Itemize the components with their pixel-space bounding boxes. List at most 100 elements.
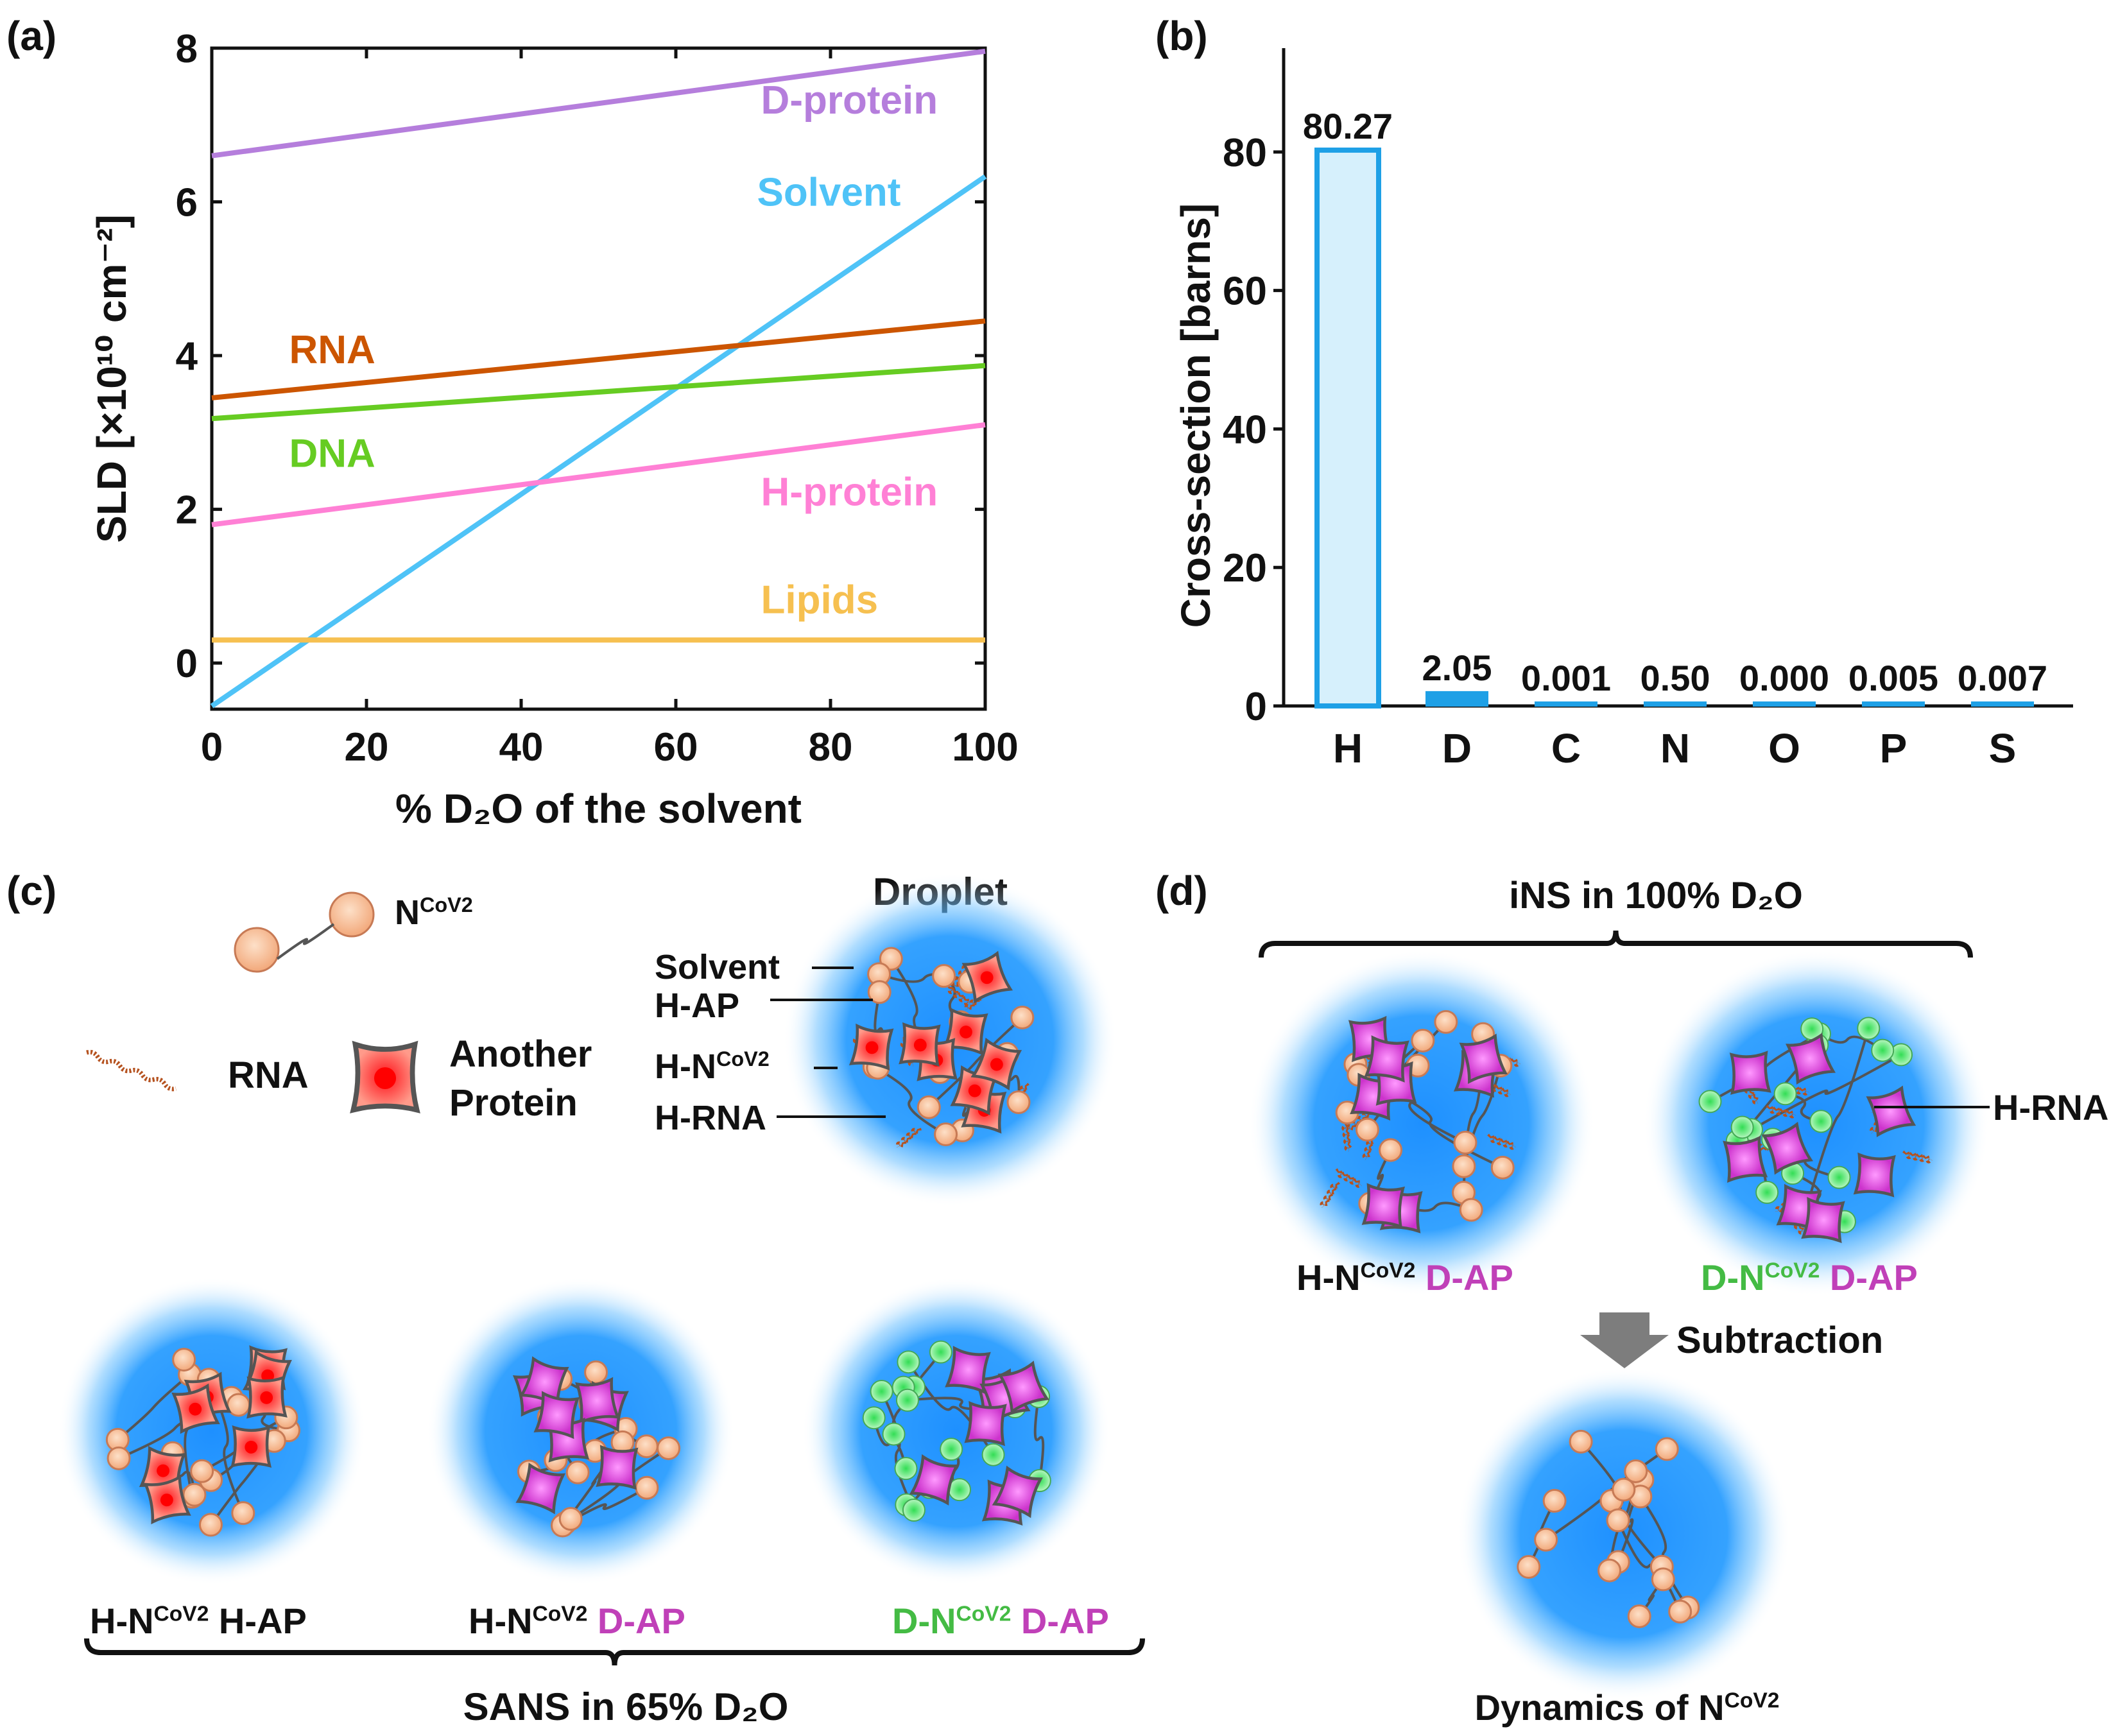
ins-caption-1-part: CoV2: [1361, 1259, 1416, 1282]
protein-shape: [997, 1361, 1050, 1414]
ins-caption-2-part: CoV2: [1765, 1259, 1820, 1282]
protein-shape: [1361, 1183, 1406, 1229]
n-protein-bead: [1453, 1130, 1477, 1155]
y-tick-label: 4: [176, 334, 198, 379]
sans-caption-1-part: H-N: [90, 1601, 154, 1641]
x-tick-label: 80: [809, 725, 853, 769]
x-tick-label: 60: [654, 725, 698, 769]
x-tick-label: N: [1660, 725, 1690, 771]
n-protein-bead: [1569, 1429, 1593, 1454]
h-ap-protein: [848, 1023, 894, 1071]
rna-strand-path: [1487, 1133, 1517, 1150]
protein-linker: [276, 923, 335, 960]
rna-strand: [1335, 1167, 1363, 1188]
x-tick-label: C: [1551, 725, 1581, 771]
bar-n: [1644, 701, 1707, 707]
legend-rna-label: RNA: [228, 1054, 309, 1096]
n-protein-bead: [329, 891, 375, 938]
protein-shape: [1801, 1196, 1845, 1244]
n-protein-bead: [1010, 1005, 1035, 1029]
h-ap-protein: [970, 1037, 1022, 1091]
rna-strand: [1902, 1149, 1933, 1164]
protein-shape: [945, 1346, 991, 1394]
n-protein-bead: [107, 1446, 131, 1470]
n-protein-bead: [1517, 1554, 1541, 1579]
n-protein-bead: [1612, 1477, 1636, 1502]
sans-caption-2-part: CoV2: [533, 1602, 588, 1626]
droplet-glow: [58, 1277, 366, 1585]
protein-shape: [1853, 1152, 1896, 1198]
protein-core: [990, 1058, 1003, 1071]
x-tick-label: D: [1442, 725, 1472, 771]
ins-caption-2-part: D-N: [1701, 1257, 1765, 1298]
d-n-protein-bead: [1698, 1090, 1722, 1113]
h-ap-protein: [246, 1375, 288, 1419]
protein-linker: [1033, 1396, 1045, 1481]
rna-strand-path: [1320, 1182, 1341, 1208]
d-ap-protein: [964, 1401, 1007, 1447]
x-tick-label: 40: [499, 725, 544, 769]
series-line-d-protein: [211, 48, 986, 159]
series-label-rna: RNA: [289, 328, 375, 372]
bar-value-label: 0.50: [1640, 658, 1710, 698]
dynamics-label-part: Dynamics of N: [1475, 1687, 1725, 1728]
rna-strand: [1487, 1133, 1517, 1150]
d-n-protein-bead: [894, 1457, 918, 1481]
n-protein-bead: [657, 1436, 681, 1461]
n-protein-bead: [234, 927, 280, 973]
y-axis-label: SLD [×10¹⁰ cm⁻²]: [89, 214, 135, 543]
bar-value-label: 0.007: [1958, 658, 2047, 698]
subtraction-arrow: [1580, 1312, 1669, 1368]
bar-h: [1314, 147, 1381, 709]
n-protein-bead: [198, 1513, 223, 1537]
sans-bracket-label-part: SANS in 65% D₂O: [463, 1685, 789, 1728]
protein-shape: [1866, 1085, 1916, 1137]
n-protein-bead: [1655, 1437, 1679, 1461]
n-protein-bead: [558, 1507, 583, 1531]
legend-ncov2-label-part: N: [395, 893, 420, 932]
d-n-protein-bead: [981, 1443, 1005, 1466]
bar-d: [1425, 691, 1488, 707]
d-n-protein-bead: [1755, 1180, 1779, 1204]
series-label-h-protein: H-protein: [761, 470, 938, 515]
ins-bracket-label-part: iNS in 100% D₂O: [1509, 875, 1803, 916]
legend-protein-label-1: Another: [449, 1033, 592, 1075]
protein-linker: [1785, 1092, 1821, 1123]
n-protein-bead: [1006, 1090, 1031, 1114]
d-ap-protein: [1361, 1183, 1406, 1229]
y-tick-label: 20: [1223, 546, 1267, 590]
d-ap-protein: [1723, 1135, 1768, 1183]
d-ap-protein: [1866, 1085, 1916, 1137]
n-protein-bead: [1606, 1508, 1630, 1533]
bar-value-label: 80.27: [1303, 106, 1393, 146]
rna-strand-path: [1341, 1121, 1353, 1152]
h-ap-protein: [942, 1008, 988, 1056]
protein-core: [374, 1067, 397, 1090]
d-ap-protein: [515, 1463, 566, 1515]
droplet-label-h-n-part: H-N: [655, 1047, 716, 1086]
y-tick-label: 40: [1223, 408, 1267, 452]
bar-value-label: 0.001: [1521, 658, 1611, 698]
sans-caption-1: H-NCoV2 H-AP: [90, 1601, 307, 1641]
legend-ncov2-label-part: CoV2: [420, 893, 473, 916]
series-label-lipids: Lipids: [761, 578, 879, 622]
rna-strand-path: [1766, 1104, 1796, 1119]
d-ap-protein: [997, 1361, 1050, 1414]
h-ap-protein: [350, 1040, 420, 1113]
droplet-label-h-n: H-NCoV2: [655, 1047, 770, 1086]
d-n-protein-bead: [1857, 1017, 1881, 1040]
protein-shape: [1723, 1135, 1768, 1183]
protein-core: [245, 1441, 258, 1454]
sans-caption-3-part: D-N: [892, 1601, 956, 1641]
n-protein-bead: [1542, 1489, 1567, 1513]
y-axis-label: Cross-section [barns]: [1173, 203, 1219, 628]
d-n-protein-bead: [862, 1406, 886, 1430]
protein-shape: [992, 1465, 1043, 1518]
y-tick-label: 2: [176, 488, 198, 533]
ins-bracket-label: iNS in 100% D₂O: [1509, 875, 1803, 916]
protein-core: [160, 1493, 173, 1507]
n-protein-bead: [1452, 1154, 1476, 1178]
d-ap-protein: [1459, 1033, 1508, 1085]
